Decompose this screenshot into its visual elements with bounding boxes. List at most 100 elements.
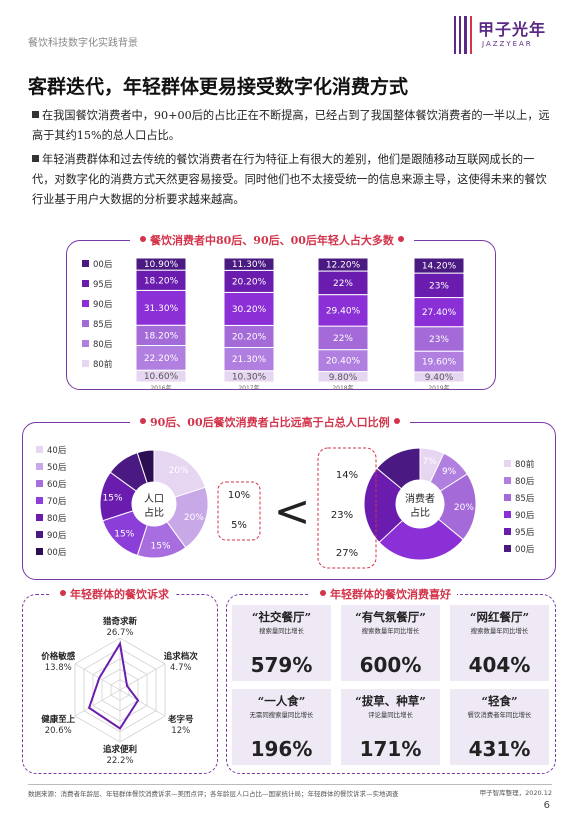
paragraph-2-text: 年轻消费群体和过去传统的餐饮消费者在行为特征上有很大的差别，他们是跟随移动互联网… [32,153,547,206]
legend-swatch [36,514,43,521]
radar-value-label: 4.7% [170,663,192,673]
legend-swatch [82,340,89,347]
preferences-title: 年轻群体的餐饮消费喜好 [310,586,457,602]
x-tick-label: 2019年 [428,384,449,390]
radar-axis-label: 老字号 [167,714,194,725]
pie-data-label: 27% [336,548,358,559]
legend-label: 80前 [93,359,113,370]
legend-label: 40后 [47,445,67,456]
dot-icon [397,236,404,242]
radar-axis-label: 健康至上 [41,714,76,725]
radar-axis [119,689,166,717]
bar-data-label: 30.20% [232,305,267,315]
pie-data-label: 15% [103,493,123,503]
paragraph-1-text: 在我国餐饮消费者中，90+00后的占比正在不断提高，已经占到了我国整体餐饮消费者… [32,109,550,142]
logo-subtext: JAZZYEAR [482,40,533,48]
radar-series [87,640,140,730]
pref-card-value: 431% [468,737,531,761]
bar-data-label: 10.60% [144,372,179,382]
bullet-icon [32,155,39,162]
bar-data-label: 21.30% [232,355,267,365]
pie-center-label: 人口 [144,493,164,505]
pref-card-sub: 评论量同比增长 [368,711,413,719]
legend-label: 80前 [515,459,535,470]
radar-title: 年轻群体的餐饮诉求 [50,586,175,602]
bar-data-label: 19.60% [422,358,457,368]
bar-data-label: 10.90% [144,260,179,270]
bar-data-label: 23% [429,335,449,345]
pie-center-label: 占比 [410,506,430,519]
pie-data-label: 5% [231,520,247,531]
pref-card: “拔草、种草” 评论量同比增长 171% [341,689,440,765]
pie-center [396,480,444,528]
pie-center-label: 占比 [144,506,164,519]
legend-label: 00后 [515,544,535,555]
legend-label: 95后 [93,279,113,290]
pref-card-value: 404% [468,653,531,677]
legend-swatch [36,446,43,453]
bar-data-label: 14.20% [422,262,457,272]
legend-swatch [82,300,89,307]
legend-label: 80后 [515,476,535,487]
pie-data-label: 7% [422,457,437,467]
pref-card-sub: 搜索数量年同比增长 [470,627,529,635]
bar-segment [413,297,465,328]
dot-icon [393,418,400,424]
x-tick-label: 2016年 [150,384,171,390]
legend-swatch [82,280,89,287]
bar-data-label: 29.40% [326,306,361,316]
radar-axis [74,689,121,717]
pref-card-value: 196% [250,737,313,761]
callout-box [317,447,377,569]
preferences-title-text: 年轻群体的餐饮消费喜好 [330,588,451,601]
bar-segment [317,294,369,327]
radar-axis [74,663,121,691]
legend-label: 95后 [515,527,535,538]
bar-data-label: 22% [333,334,353,344]
pref-card-title: “有气氛餐厅” [355,610,426,624]
legend-label: 00后 [93,259,113,270]
legend-label: 80后 [93,339,113,350]
legend-swatch [504,477,511,484]
pie-center-label: 消费者 [405,492,435,505]
page-title: 客群迭代，年轻群体更易接受数字化消费方式 [28,76,409,98]
bar-chart-title-text: 餐饮消费者中80后、90后、00后年轻人占大多数 [150,234,394,247]
bar-data-label: 22% [333,279,353,289]
pref-card: “社交餐厅” 搜索量同比增长 579% [232,605,331,681]
legend-swatch [36,497,43,504]
legend-swatch [36,548,43,555]
legend-label: 85后 [93,319,113,330]
legend-label: 90后 [47,530,67,541]
bar-data-label: 10.30% [232,372,267,382]
pie-chart-title: 90后、00后餐饮消费者占比远高于占总人口比例 [130,414,410,430]
bar-data-label: 20.20% [232,277,267,287]
paragraph-2: 年轻消费群体和过去传统的餐饮消费者在行为特征上有很大的差别，他们是跟随移动互联网… [32,150,552,210]
page-number: 6 [543,800,550,811]
pie-data-label: 20% [169,466,189,476]
bar-segment [317,257,369,272]
pref-card: “网红餐厅” 搜索数量年同比增长 404% [450,605,549,681]
pie-center [132,482,176,526]
comparison-sign: < [274,486,311,537]
radar-value-label: 20.6% [45,726,72,736]
dot-icon [320,590,326,596]
logo-icon [454,16,472,54]
legend-swatch [36,463,43,470]
pref-card: “轻食” 餐饮消费者年同比增长 431% [450,689,549,765]
pref-card-title: “轻食” [481,694,518,708]
legend-label: 90后 [93,299,113,310]
pref-card: “一人食” 无需同搜索量同比增长 196% [232,689,331,765]
pref-card-sub: 无需同搜索量同比增长 [249,711,314,719]
bar-segment [413,326,465,352]
radar-axis-label: 追求便利 [103,744,137,755]
legend-swatch [504,494,511,501]
pie-chart-title-text: 90后、00后餐饮消费者占比远高于占总人口比例 [150,416,390,429]
legend-swatch [504,528,511,535]
bar-data-label: 20.20% [232,332,267,342]
pref-card-title: “一人食” [257,694,306,708]
legend-swatch [36,480,43,487]
pref-card-value: 600% [359,653,422,677]
legend-swatch [36,531,43,538]
legend-swatch [504,460,511,467]
bar-data-label: 23% [429,281,449,291]
